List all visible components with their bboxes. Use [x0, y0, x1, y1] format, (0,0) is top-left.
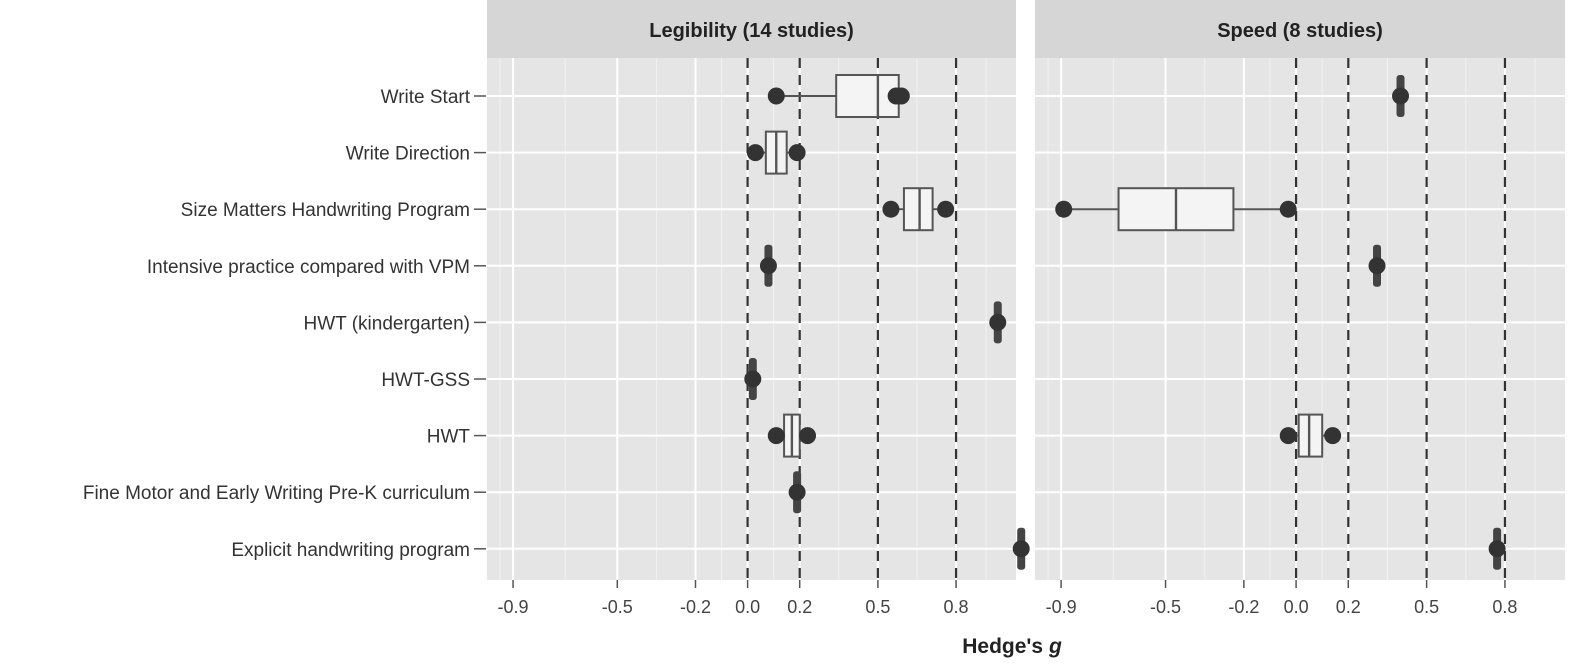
point-intensive-practice-compared-with-vpm-0: [1368, 257, 1386, 275]
point-hwt-1: [1324, 427, 1342, 445]
box-size-matters-handwriting-program: [902, 187, 934, 232]
x-tick-label-4: 0.2: [1336, 597, 1361, 617]
point-write-direction-1: [788, 144, 806, 162]
panel-strip: [487, 0, 1016, 58]
point-hwt-0: [767, 427, 785, 445]
box-hwt: [1297, 413, 1324, 458]
point-intensive-practice-compared-with-vpm-0: [759, 257, 777, 275]
panel-speed: Speed (8 studies) -0.9 -0.5 -0.2 0.0 0.2 0.5 0.…: [1035, 0, 1565, 617]
category-label-hwt: HWT: [427, 427, 471, 448]
x-tick-label-3: 0.0: [735, 597, 760, 617]
x-tick-label-1: -0.5: [1150, 597, 1181, 617]
panel-background: [1035, 58, 1565, 580]
category-label-size-matters-handwriting-program: Size Matters Handwriting Program: [181, 200, 470, 221]
category-label-hwt-kindergarten: HWT (kindergarten): [304, 313, 470, 334]
x-tick-label-0: -0.9: [1046, 597, 1077, 617]
category-label-write-start: Write Start: [381, 87, 471, 108]
point-hwt-1: [799, 427, 817, 445]
point-hwt-gss-0: [744, 370, 762, 388]
x-tick-label-4: 0.2: [787, 597, 812, 617]
x-tick-label-6: 0.8: [1492, 597, 1517, 617]
category-label-intensive-practice-compared-with-vpm: Intensive practice compared with VPM: [147, 257, 470, 278]
point-size-matters-handwriting-program-0: [882, 200, 900, 218]
x-tick-label-0: -0.9: [498, 597, 529, 617]
panel-legibility: Legibility (14 studies) -0.9 -0.5 -0.2 0.0 0.…: [487, 0, 1030, 617]
panel-background: [487, 58, 1016, 580]
x-tick-label-3: 0.0: [1284, 597, 1309, 617]
point-size-matters-handwriting-program-0: [1055, 200, 1073, 218]
x-tick-label-5: 0.5: [865, 597, 890, 617]
point-size-matters-handwriting-program-1: [937, 200, 955, 218]
point-explicit-handwriting-program-0: [1488, 540, 1506, 558]
category-label-hwt-gss: HWT-GSS: [381, 370, 470, 391]
x-tick-label-2: -0.2: [1228, 597, 1259, 617]
point-write-start-2: [892, 87, 910, 105]
point-fine-motor-and-early-writing-pre-k-curriculum-0: [788, 483, 806, 501]
panel-title: Legibility (14 studies): [649, 20, 853, 42]
x-tick-label-5: 0.5: [1414, 597, 1439, 617]
point-hwt-0: [1279, 427, 1297, 445]
x-tick-label-2: -0.2: [680, 597, 711, 617]
panel-strip: [1035, 0, 1565, 58]
x-axis-title: Hedge's g: [962, 635, 1062, 658]
point-size-matters-handwriting-program-1: [1279, 200, 1297, 218]
category-labels: Write Start Write Direction Size Matters H…: [83, 87, 486, 561]
point-hwt-kindergarten-0: [989, 313, 1007, 331]
point-write-start-0: [1392, 87, 1410, 105]
x-tick-label-6: 0.8: [944, 597, 969, 617]
category-label-fine-motor-and-early-writing-pre-k-curriculum: Fine Motor and Early Writing Pre-K curri…: [83, 483, 470, 504]
x-tick-label-1: -0.5: [602, 597, 633, 617]
category-label-write-direction: Write Direction: [346, 144, 470, 165]
panel-title: Speed (8 studies): [1217, 20, 1383, 42]
point-write-start-0: [767, 87, 785, 105]
category-label-explicit-handwriting-program: Explicit handwriting program: [231, 540, 470, 561]
point-write-direction-0: [746, 144, 764, 162]
point-explicit-handwriting-program-0: [1012, 540, 1030, 558]
